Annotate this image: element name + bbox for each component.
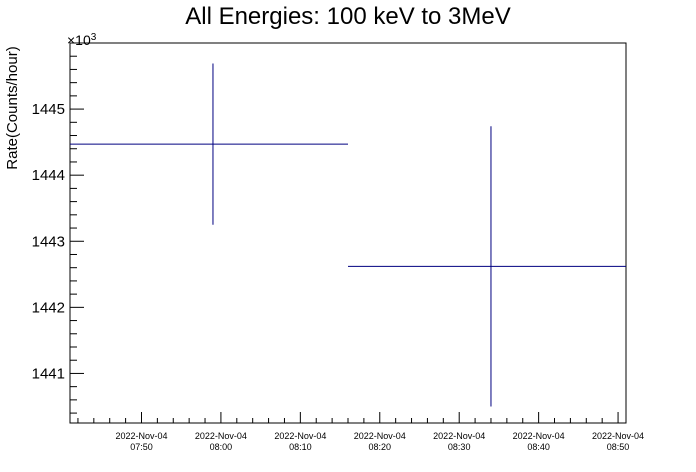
x-tick-label-date: 2022-Nov-04: [195, 431, 247, 441]
y-axis-ticks: 1441 1442 1443 1444 1445: [32, 42, 84, 414]
y-tick-label: 1444: [32, 167, 65, 184]
x-tick-label-time: 08:40: [527, 442, 550, 452]
y-tick-label: 1443: [32, 233, 65, 250]
x-tick-label-date: 2022-Nov-04: [274, 431, 326, 441]
x-tick-label-date: 2022-Nov-04: [433, 431, 485, 441]
x-tick-label-date: 2022-Nov-04: [513, 431, 565, 441]
x-tick-label-date: 2022-Nov-04: [115, 431, 167, 441]
y-tick-label: 1445: [32, 101, 65, 118]
x-tick-label-date: 2022-Nov-04: [592, 431, 644, 441]
x-tick-label-time: 08:10: [289, 442, 312, 452]
x-tick-label-time: 08:30: [448, 442, 471, 452]
x-tick-label-time: 07:50: [130, 442, 153, 452]
y-axis-multiplier: ×103: [67, 32, 97, 48]
x-tick-label-date: 2022-Nov-04: [354, 431, 406, 441]
x-axis-minor-ticks: [77, 418, 603, 423]
y-axis-multiplier-base: ×10: [67, 32, 91, 48]
plot-frame: [69, 42, 627, 424]
x-tick-label-time: 08:50: [607, 442, 630, 452]
x-tick-label-time: 08:00: [210, 442, 233, 452]
y-axis-multiplier-exponent: 3: [91, 32, 97, 43]
x-tick-label-time: 08:20: [369, 442, 392, 452]
y-tick-label: 1441: [32, 365, 65, 382]
x-axis-ticks: 2022-Nov-0407:502022-Nov-0408:002022-Nov…: [115, 412, 644, 452]
chart-title: All Energies: 100 keV to 3MeV: [185, 3, 511, 30]
y-axis-label: Rate(Counts/hour): [4, 46, 21, 169]
y-tick-label: 1442: [32, 299, 65, 316]
data-series: [70, 63, 626, 407]
